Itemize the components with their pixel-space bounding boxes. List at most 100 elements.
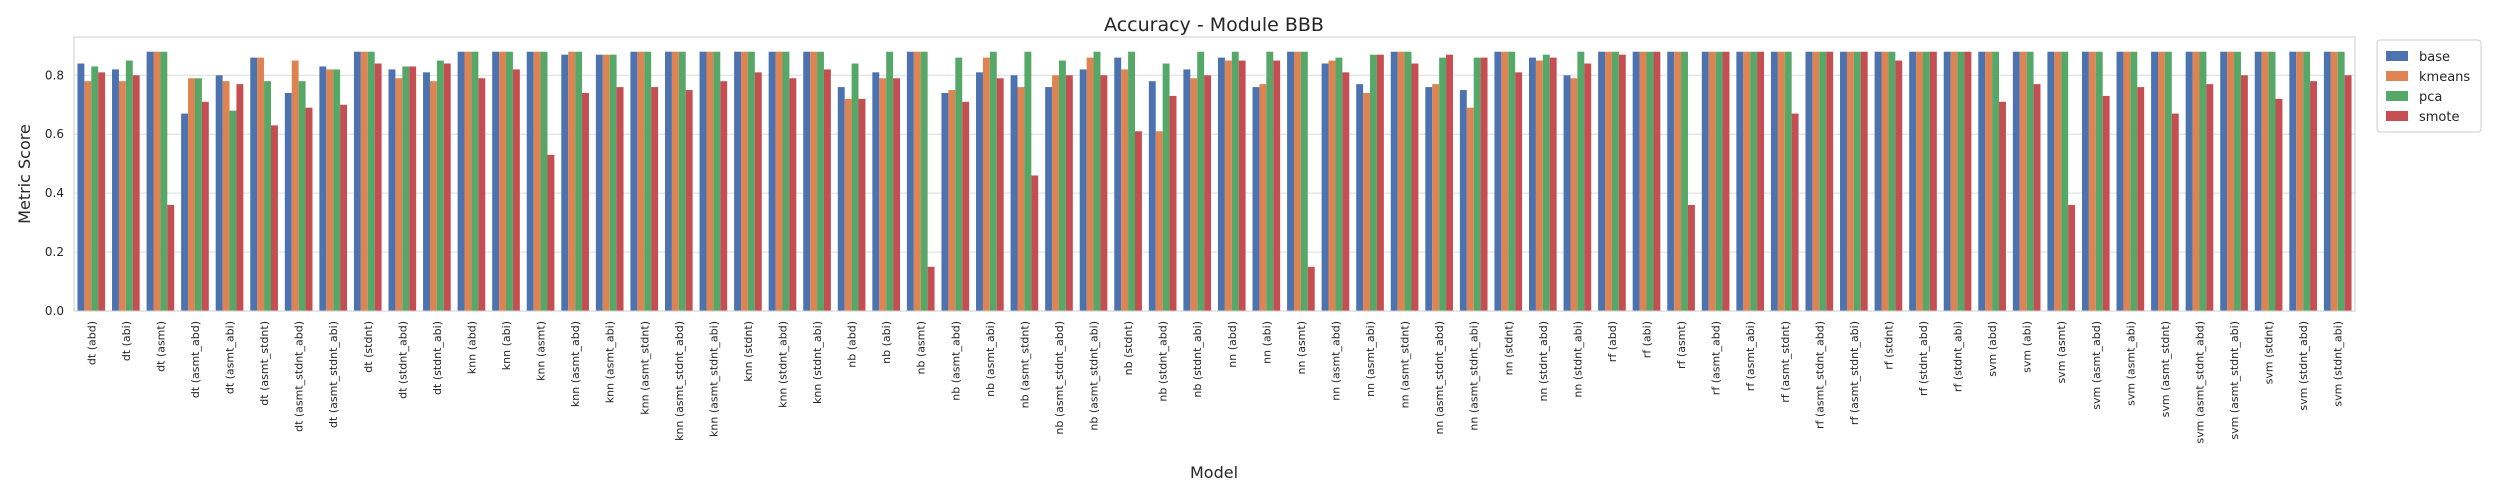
bar-pca [2026,51,2034,311]
x-tick-label: nb (asmt_abi) [984,321,997,397]
bar-base [526,51,534,311]
bar-kmeans [2192,51,2200,311]
x-tick-label: nn (asmt_stdnt_abd) [1433,321,1446,435]
x-tick-label: knn (asmt_stdnt_abi) [707,321,720,437]
bar-pca [1024,51,1032,311]
bar-pca [160,51,168,311]
bar-kmeans [1363,92,1371,311]
bar-base [1701,51,1709,311]
bar-base [630,51,638,311]
bar-base [2151,51,2158,311]
bar-kmeans [464,51,472,311]
bar-base [2081,51,2089,311]
bar-smote [1964,51,1972,311]
bar-base [1321,63,1329,311]
bar-pca [1819,51,1827,311]
legend-label-pca: pca [2419,90,2442,105]
legend-label-base: base [2419,50,2450,65]
x-tick-label: dt (abi) [120,321,133,361]
x-tick-label: nb (stdnt_abi) [1191,321,1204,398]
bar-base [1148,81,1156,311]
plot-frame [73,36,2356,312]
bar-base [1287,51,1294,311]
bar-smote [374,63,382,311]
x-tick-label: nn (stdnt_abi) [1571,321,1584,398]
bar-pca [1715,51,1723,311]
bar-base [941,92,949,311]
x-tick-label: nn (asmt_stdnt) [1399,321,1412,408]
bar-base [734,51,742,311]
bar-base [837,87,845,311]
bar-pca [402,66,410,312]
bar-smote [1515,72,1523,311]
bar-base [1114,57,1122,312]
bar-base [492,51,500,311]
bar-base [215,75,223,311]
bar-base [1874,51,1882,311]
bar-kmeans [1570,78,1578,311]
bar-kmeans [1916,51,1923,311]
bar-kmeans [2227,51,2235,311]
bar-pca [1335,57,1343,312]
bar-pca [2303,51,2311,311]
bar-pca [1508,51,1516,311]
bar-smote [271,125,278,311]
bar-pca [367,51,375,311]
x-tick-label: dt (stdnt_abd) [396,321,409,399]
bar-pca [678,51,686,311]
bar-base [2047,51,2055,311]
bar-pca [1058,60,1066,311]
legend-swatch-base [2386,51,2408,61]
x-tick-label: knn (stdnt_abi) [811,321,824,404]
bar-smote [1999,101,2006,311]
x-tick-label: knn (asmt) [535,321,548,381]
bar-pca [229,110,237,311]
bar-smote [962,101,970,311]
bar-smote [2033,84,2041,311]
bar-kmeans [1328,60,1336,311]
chart-title: Accuracy - Module BBB [1104,14,1324,36]
bar-pca [989,51,997,311]
bar-pca [2199,51,2207,311]
bar-kmeans [844,98,852,312]
bar-smote [512,69,520,311]
bar-pca [1404,51,1412,311]
x-tick-label: nb (asmt_stdnt_abd) [1053,321,1066,435]
bar-kmeans [222,81,230,311]
bar-kmeans [257,57,265,312]
bar-base [1079,69,1087,311]
bar-smote [1169,95,1177,311]
x-tick-label: dt (asmt_abd) [189,321,202,398]
bar-kmeans [810,51,818,311]
bar-base [1598,51,1606,311]
bar-kmeans [1466,107,1474,312]
bar-base [595,54,603,312]
bar-base [1909,51,1917,311]
legend-box [2376,39,2482,133]
x-tick-label: dt (stdnt) [362,321,375,373]
bar-base [1805,51,1813,311]
legend-swatch-smote [2386,111,2408,121]
bar-smote [1584,63,1592,311]
bar-base [2220,51,2228,311]
x-tick-label: svm (asmt_stdnt_abd) [2193,321,2206,444]
bar-kmeans [1812,51,1820,311]
bar-pca [1093,51,1101,311]
bar-smote [1100,75,1108,311]
bar-smote [1065,75,1073,311]
bar-pca [1888,51,1896,311]
x-tick-label: dt (asmt_stdnt_abd) [293,321,306,432]
bar-smote [651,87,659,311]
bar-kmeans [118,81,126,311]
bar-smote [2206,84,2214,311]
bar-pca [1681,51,1688,311]
bar-base [906,51,914,311]
bar-smote [582,92,589,311]
bar-smote [893,78,900,311]
y-tick-label: 0.2 [45,245,64,259]
bar-pca [2337,51,2345,311]
x-tick-label: rf (asmt_abi) [1744,321,1757,391]
bar-smote [2137,87,2145,311]
bar-kmeans [1086,57,1094,312]
bar-smote [1618,54,1626,312]
